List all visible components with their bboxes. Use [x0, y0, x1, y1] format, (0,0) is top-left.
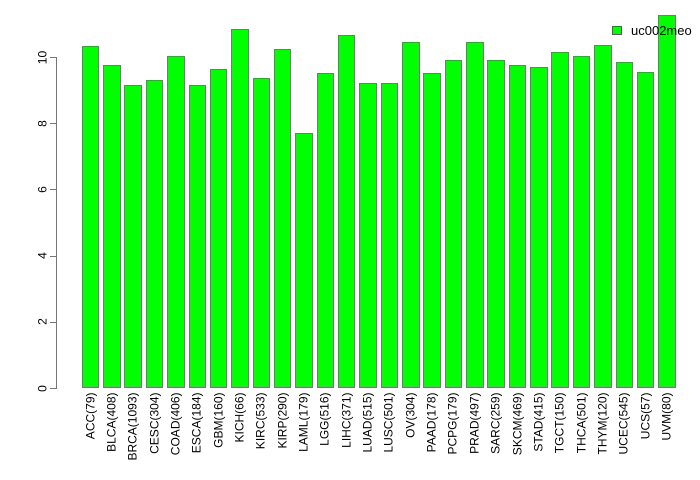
x-tick-label-PCPG(179): PCPG(179): [445, 392, 460, 455]
bar-LGG(516): [316, 72, 335, 388]
x-tick-label-LIHC(371): LIHC(371): [339, 392, 354, 448]
x-tick-label-BRCA(1093): BRCA(1093): [125, 392, 140, 461]
legend-swatch: [612, 26, 622, 35]
x-tick-label-ESCA(184): ESCA(184): [189, 392, 204, 454]
x-tick-label-ACC(79): ACC(79): [83, 392, 97, 440]
x-tick-label-OV(304): OV(304): [403, 392, 418, 438]
y-axis-tick-label: 10: [35, 50, 50, 64]
y-axis-tick-label: 2: [35, 318, 50, 326]
bar-GBM(160): [209, 69, 228, 388]
bar-THCA(501): [572, 56, 591, 388]
bar-UCEC(545): [615, 61, 633, 388]
bar-BLCA(408): [103, 65, 121, 388]
y-axis-tick: [50, 189, 57, 191]
y-axis-line: [56, 57, 57, 388]
bar-SARC(259): [487, 59, 505, 388]
x-tick-label-TGCT(150): TGCT(150): [552, 392, 567, 454]
y-axis-tick: [50, 388, 57, 389]
y-axis-tick: [50, 321, 57, 323]
bar-UCS(57): [636, 72, 655, 388]
bar-LAML(179): [295, 132, 313, 388]
x-tick-label-PAAD(178): PAAD(178): [424, 392, 439, 453]
y-axis-tick-label: 8: [35, 119, 50, 127]
legend: uc002meo: [612, 23, 692, 38]
x-tick-label-LUAD(515): LUAD(515): [360, 392, 375, 453]
x-tick-label-CESC(304): CESC(304): [147, 392, 162, 454]
bar-PCPG(179): [444, 59, 463, 388]
y-axis-tick-label: 6: [35, 186, 50, 193]
x-tick-label-GBM(160): GBM(160): [211, 392, 226, 448]
legend-label: uc002meo: [631, 23, 692, 38]
bar-THYM(120): [594, 45, 612, 388]
x-tick-label-SARC(259): SARC(259): [488, 392, 503, 454]
bar-KIRC(533): [252, 77, 271, 388]
bar-LUAD(515): [359, 83, 377, 388]
x-tick-label-LGG(516): LGG(516): [317, 392, 332, 446]
bar-KICH(66): [231, 28, 249, 388]
bar-OV(304): [402, 42, 420, 388]
bar-ESCA(184): [188, 85, 206, 388]
x-tick-label-PRAD(497): PRAD(497): [467, 392, 482, 454]
bar-KIRP(290): [273, 49, 292, 388]
bar-SKCM(469): [508, 65, 527, 388]
bar-UVM(80): [658, 14, 676, 388]
bar-ACC(79): [81, 46, 100, 388]
x-tick-label-THCA(501): THCA(501): [574, 392, 589, 454]
y-axis-tick: [50, 255, 57, 257]
bar-BRCA(1093): [124, 85, 142, 388]
x-tick-label-KIRC(533): KIRC(533): [253, 392, 268, 450]
x-tick-label-SKCM(469): SKCM(469): [510, 392, 524, 456]
bar-PAAD(178): [423, 73, 441, 388]
x-tick-label-COAD(406): COAD(406): [168, 392, 183, 456]
x-tick-label-UCS(57): UCS(57): [638, 392, 653, 440]
bar-LUSC(501): [380, 83, 399, 388]
bar-PRAD(497): [466, 42, 484, 388]
bar-STAD(415): [530, 66, 548, 388]
y-axis-tick: [50, 57, 57, 58]
bar-CESC(304): [145, 80, 164, 388]
y-axis-tick: [50, 123, 57, 125]
x-tick-label-UVM(80): UVM(80): [659, 392, 674, 441]
x-tick-label-LUSC(501): LUSC(501): [381, 392, 396, 453]
bar-COAD(406): [167, 56, 185, 388]
bar-TGCT(150): [551, 51, 569, 388]
x-tick-label-BLCA(408): BLCA(408): [104, 392, 119, 452]
x-tick-label-THYM(120): THYM(120): [595, 392, 610, 455]
x-tick-label-KICH(66): KICH(66): [232, 392, 247, 443]
x-tick-label-STAD(415): STAD(415): [531, 392, 546, 452]
y-axis-tick-label: 4: [35, 252, 50, 259]
y-axis-tick-label: 0: [35, 384, 50, 392]
x-tick-label-UCEC(545): UCEC(545): [616, 392, 631, 455]
bar-LIHC(371): [337, 35, 356, 388]
x-tick-label-LAML(179): LAML(179): [296, 392, 311, 452]
x-tick-label-KIRP(290): KIRP(290): [275, 392, 290, 449]
